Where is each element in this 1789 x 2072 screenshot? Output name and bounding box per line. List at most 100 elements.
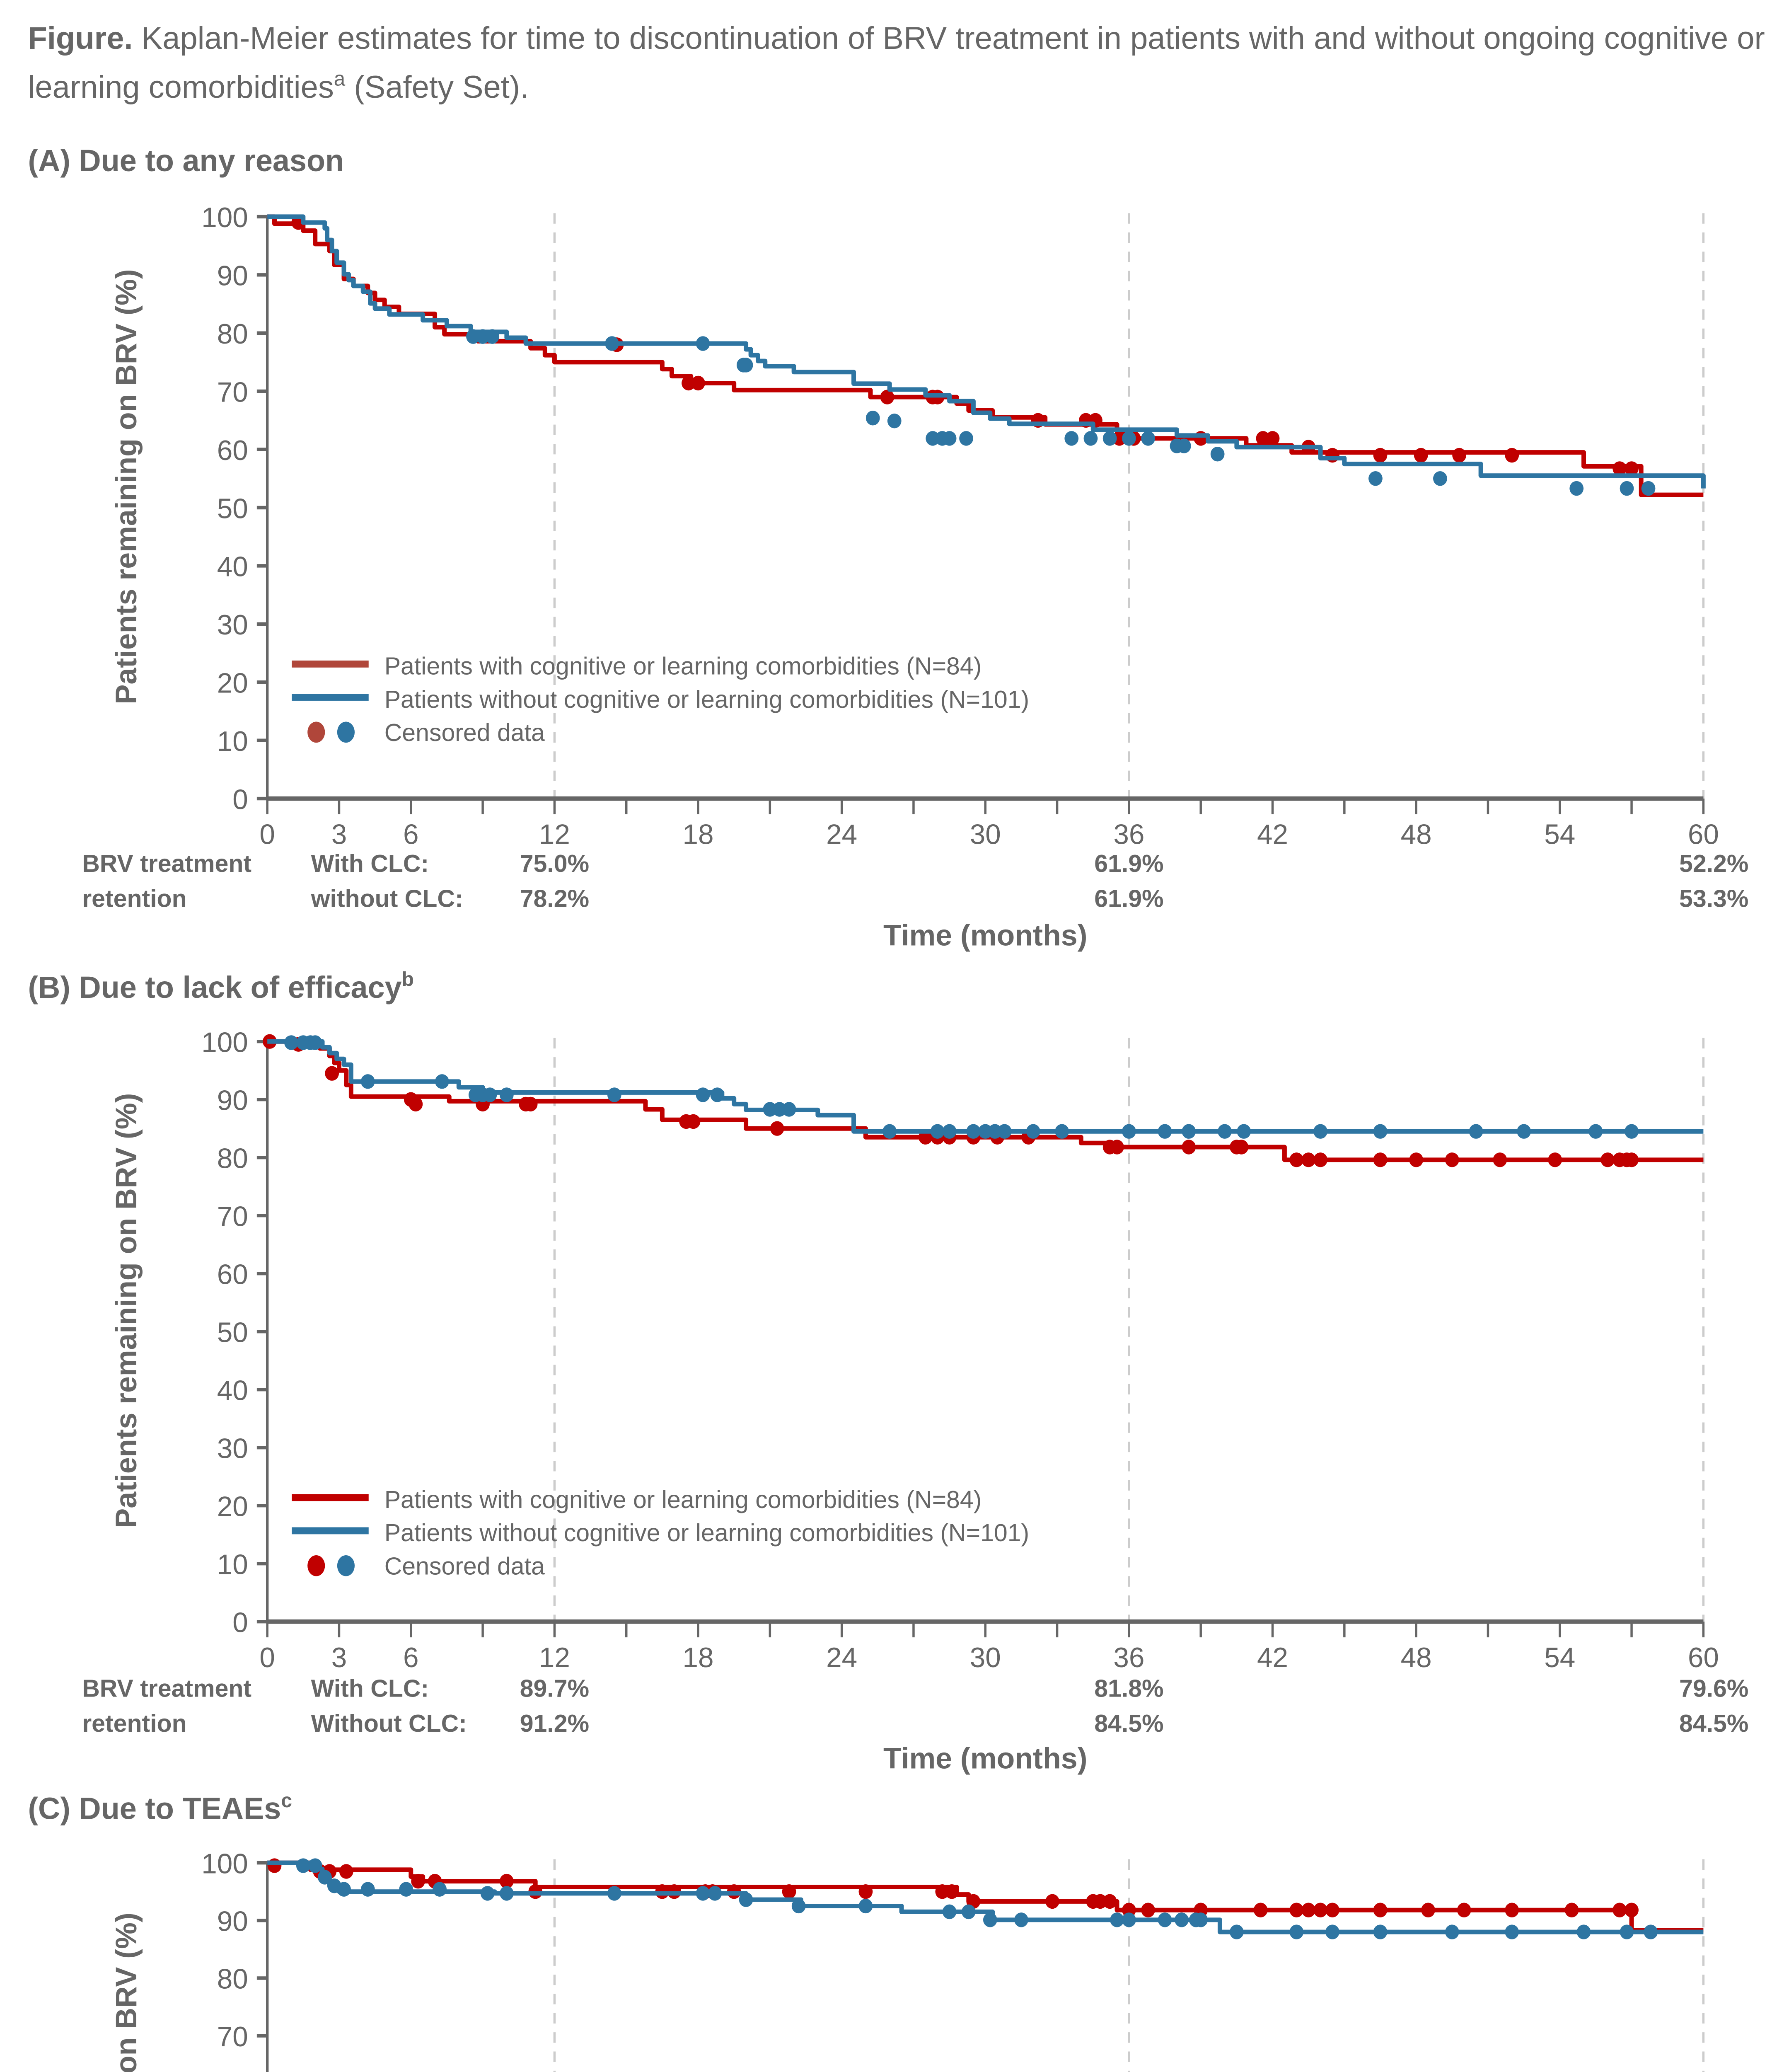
censored-marker-with-clc [935, 1884, 950, 1899]
censored-marker-without-clc [1218, 1124, 1232, 1139]
censored-marker-without-clc [399, 1882, 413, 1897]
censored-marker-without-clc [1588, 1124, 1603, 1139]
panel-b-title: (B) Due to lack of efficacyb [28, 970, 414, 1007]
censored-marker-with-clc [1325, 1903, 1339, 1917]
censored-marker-with-clc [782, 1884, 796, 1899]
censored-marker-with-clc [686, 1114, 701, 1129]
censored-marker-without-clc [708, 1886, 722, 1901]
retention-row-label: retention [82, 1710, 186, 1737]
retention-row-label: BRV treatment [82, 850, 251, 877]
panel-b-title-sup: b [401, 970, 414, 991]
censored-marker-with-clc [1457, 1903, 1471, 1917]
censored-marker-without-clc [500, 1886, 514, 1901]
censored-marker-with-clc [1600, 1152, 1615, 1167]
censored-marker-with-clc [1313, 1903, 1327, 1917]
retention-with-clc-value: 52.2% [1679, 850, 1748, 877]
x-tick-label: 6 [403, 819, 419, 850]
y-tick-label: 50 [217, 1317, 248, 1348]
censored-marker-with-clc [1253, 1903, 1268, 1917]
censored-marker-without-clc [1313, 1124, 1327, 1139]
y-axis-title: Patients remaining on BRV (%) [110, 1093, 143, 1528]
censored-marker-with-clc [770, 1121, 784, 1136]
censored-marker-without-clc [966, 1124, 981, 1139]
panel-b-title-text: (B) Due to lack of efficacy [28, 970, 402, 1005]
x-tick-label: 54 [1544, 1642, 1575, 1673]
y-tick-label: 100 [201, 202, 248, 233]
retention-row-label: BRV treatment [82, 1675, 251, 1702]
y-tick-label: 30 [217, 610, 248, 641]
retention-with-clc-value: 81.8% [1094, 1675, 1163, 1702]
censored-marker-with-clc [1625, 461, 1639, 476]
censored-marker-without-clc [605, 336, 619, 351]
y-tick-label: 80 [217, 319, 248, 350]
y-tick-label: 80 [217, 1143, 248, 1174]
censored-marker-without-clc [1373, 1924, 1388, 1939]
y-tick-label: 0 [232, 1607, 248, 1638]
censored-marker-with-clc [1373, 448, 1388, 463]
y-axis-title: Patients remaining on BRV (%) [110, 1912, 143, 2072]
censored-marker-without-clc [1110, 1912, 1124, 1927]
legend-censored-without-clc-icon [337, 1555, 355, 1576]
censored-marker-without-clc [978, 1124, 993, 1139]
retention-without-clc-value: 91.2% [520, 1710, 589, 1737]
censored-marker-without-clc [1644, 1924, 1658, 1939]
x-tick-label: 60 [1688, 1642, 1719, 1673]
censored-marker-without-clc [1210, 447, 1225, 462]
censored-marker-without-clc [607, 1886, 621, 1901]
y-tick-label: 70 [217, 1201, 248, 1232]
censored-marker-with-clc [1045, 1894, 1059, 1909]
censored-marker-without-clc [942, 1124, 957, 1139]
censored-marker-without-clc [926, 431, 940, 446]
censored-marker-without-clc [284, 1035, 298, 1050]
censored-marker-without-clc [1158, 1912, 1172, 1927]
censored-marker-without-clc [1102, 431, 1117, 446]
censored-marker-without-clc [858, 1898, 873, 1914]
panel-a-title-text: (A) Due to any reason [28, 143, 344, 179]
y-tick-label: 10 [217, 726, 248, 757]
censored-marker-without-clc [466, 329, 480, 344]
censored-marker-with-clc [1110, 1140, 1124, 1155]
censored-marker-without-clc [317, 1870, 332, 1885]
figure-caption: Figure. Kaplan-Meier estimates for time … [28, 17, 1775, 108]
censored-marker-with-clc [1093, 1894, 1107, 1909]
legend-label-censored: Censored data [384, 719, 545, 746]
censored-marker-without-clc [1229, 1924, 1244, 1939]
censored-marker-with-clc [1313, 1152, 1327, 1167]
censored-marker-without-clc [696, 336, 710, 351]
legend-swatch-with-clc [292, 660, 369, 668]
censored-marker-without-clc [1175, 1912, 1189, 1927]
x-tick-label: 18 [683, 1642, 714, 1673]
retention-with-label: With CLC: [311, 850, 429, 877]
figure-caption-text: Kaplan-Meier estimates for time to disco… [28, 21, 1765, 105]
censored-marker-with-clc [1141, 1903, 1155, 1917]
censored-marker-with-clc [1373, 1152, 1388, 1167]
censored-marker-without-clc [1026, 1124, 1040, 1139]
censored-marker-with-clc [1289, 1152, 1304, 1167]
km-curve-without-clc [267, 1039, 1704, 1134]
censored-marker-with-clc [880, 390, 894, 404]
censored-marker-without-clc [763, 1102, 777, 1117]
x-tick-label: 30 [970, 1642, 1001, 1673]
censored-marker-without-clc [1641, 481, 1656, 496]
x-tick-label: 30 [970, 819, 1001, 850]
censored-marker-without-clc [791, 1898, 806, 1914]
legend-censored-with-clc-icon [307, 721, 325, 743]
censored-marker-with-clc [1493, 1152, 1507, 1167]
censored-marker-without-clc [988, 1124, 1002, 1139]
censored-marker-without-clc [308, 1035, 322, 1050]
retention-with-label: With CLC: [311, 1675, 429, 1702]
legend-label-censored: Censored data [384, 1552, 545, 1580]
censored-marker-without-clc [1445, 1924, 1459, 1939]
y-tick-label: 60 [217, 435, 248, 466]
censored-marker-without-clc [983, 1912, 997, 1927]
y-tick-label: 90 [217, 1906, 248, 1937]
figure-caption-sup: a [334, 68, 346, 91]
x-tick-label: 24 [826, 1642, 857, 1673]
legend-censored-without-clc-icon [337, 721, 355, 743]
censored-marker-without-clc [1620, 1924, 1634, 1939]
censored-marker-without-clc [882, 1124, 897, 1139]
x-axis-title: Time (months) [883, 1742, 1087, 1775]
